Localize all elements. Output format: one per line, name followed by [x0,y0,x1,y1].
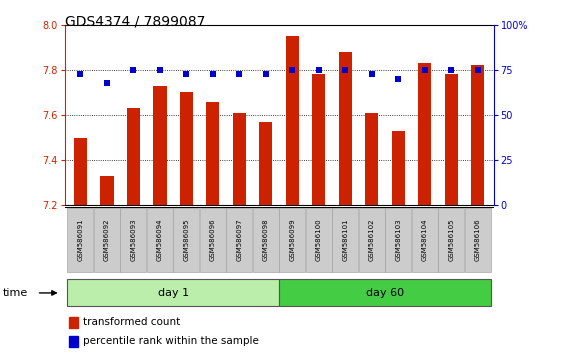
Text: GSM586094: GSM586094 [157,218,163,261]
Text: GSM586098: GSM586098 [263,218,269,261]
Text: GSM586092: GSM586092 [104,218,110,261]
Bar [418,63,431,205]
Bar [121,208,146,272]
Bar [259,122,273,205]
Bar [153,86,167,205]
Bar [180,92,193,205]
Point [314,67,323,73]
Text: GSM586102: GSM586102 [369,218,375,261]
Bar [67,208,93,272]
Bar [94,208,119,272]
Text: time: time [3,288,28,298]
Point [235,71,244,76]
Bar [359,208,384,272]
Text: GSM586101: GSM586101 [342,218,348,261]
Text: GSM586104: GSM586104 [422,218,428,261]
Point [129,67,138,73]
Text: GSM586091: GSM586091 [77,218,84,261]
Bar [332,208,358,272]
Point [76,71,85,76]
Bar [392,131,405,205]
Bar [286,36,299,205]
Point [261,71,270,76]
Bar [465,208,490,272]
Point [420,67,429,73]
Text: GSM586105: GSM586105 [448,218,454,261]
Text: percentile rank within the sample: percentile rank within the sample [82,336,259,346]
Point [367,71,376,76]
Bar [445,74,458,205]
Point [288,67,297,73]
Text: GSM586103: GSM586103 [396,218,401,261]
Bar [233,113,246,205]
Text: GDS4374 / 7899087: GDS4374 / 7899087 [65,14,205,28]
Bar [69,336,78,347]
Bar [200,208,226,272]
Bar [147,208,173,272]
Bar [74,138,87,205]
Bar [312,74,325,205]
Point [447,67,456,73]
Text: GSM586100: GSM586100 [316,218,322,261]
Bar [100,176,113,205]
Point [394,76,403,82]
Bar [385,208,411,272]
Text: GSM586093: GSM586093 [130,218,136,261]
Bar [471,65,484,205]
Bar [206,102,219,205]
Point [182,71,191,76]
Point [341,67,350,73]
Bar [127,108,140,205]
Bar [306,208,332,272]
Point [155,67,164,73]
Text: day 1: day 1 [158,288,188,298]
Point [103,80,112,85]
Bar [412,208,438,272]
Bar [438,208,464,272]
Text: GSM586099: GSM586099 [289,218,295,261]
Bar [69,317,78,328]
Text: transformed count: transformed count [82,318,180,327]
Text: GSM586106: GSM586106 [475,218,481,261]
Bar [227,208,252,272]
Bar [253,208,279,272]
Bar [365,113,379,205]
Point [208,71,217,76]
Bar [279,279,491,307]
Bar [339,52,352,205]
Text: day 60: day 60 [366,288,404,298]
Bar [67,279,279,307]
Bar [279,208,305,272]
Bar [173,208,199,272]
Text: GSM586097: GSM586097 [236,218,242,261]
Text: GSM586096: GSM586096 [210,218,216,261]
Point [473,67,482,73]
Text: GSM586095: GSM586095 [183,218,190,261]
